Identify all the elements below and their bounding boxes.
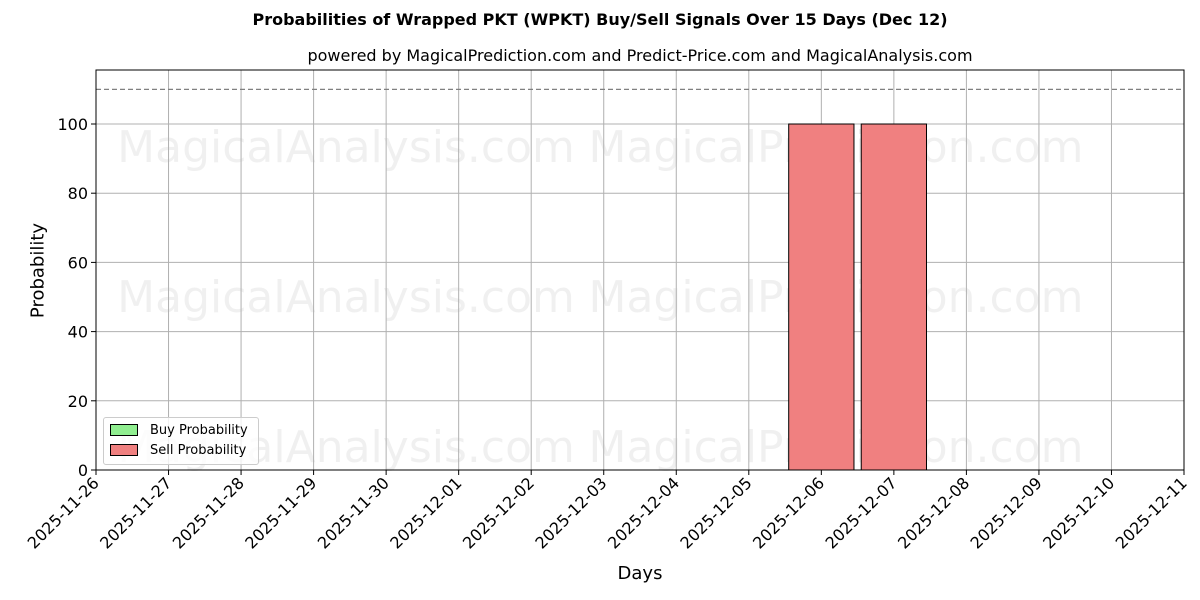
svg-text:2025-12-01: 2025-12-01	[386, 473, 465, 552]
svg-text:2025-12-04: 2025-12-04	[604, 473, 683, 552]
chart-subtitle: powered by MagicalPrediction.com and Pre…	[307, 46, 973, 65]
svg-text:2025-11-26: 2025-11-26	[24, 473, 103, 552]
svg-text:0: 0	[78, 461, 88, 480]
svg-text:2025-11-28: 2025-11-28	[169, 473, 248, 552]
legend-sell-label: Sell Probability	[150, 442, 247, 458]
buy-swatch-icon	[110, 424, 138, 436]
sell-swatch-icon	[110, 444, 138, 456]
y-axis-label: Probability	[27, 222, 49, 319]
svg-text:MagicalAnalysis.com: MagicalAnalysis.com	[117, 272, 575, 323]
legend-buy-label: Buy Probability	[150, 422, 248, 438]
svg-text:100: 100	[57, 115, 88, 134]
svg-text:MagicalAnalysis.com: MagicalAnalysis.com	[117, 122, 575, 173]
svg-text:40: 40	[68, 323, 88, 342]
svg-text:2025-11-27: 2025-11-27	[96, 473, 175, 552]
svg-text:2025-11-30: 2025-11-30	[314, 473, 393, 552]
svg-text:2025-12-10: 2025-12-10	[1039, 473, 1118, 552]
svg-text:80: 80	[68, 184, 88, 203]
chart-title: Probabilities of Wrapped PKT (WPKT) Buy/…	[252, 10, 948, 29]
svg-text:2025-12-06: 2025-12-06	[749, 473, 828, 552]
svg-text:60: 60	[68, 253, 88, 272]
x-axis-label: Days	[617, 563, 663, 584]
svg-text:2025-12-05: 2025-12-05	[676, 473, 755, 552]
legend-item-buy: Buy Probability	[110, 422, 248, 438]
svg-text:2025-12-11: 2025-12-11	[1112, 473, 1191, 552]
svg-text:2025-12-03: 2025-12-03	[531, 473, 610, 552]
svg-text:2025-12-08: 2025-12-08	[894, 473, 973, 552]
svg-text:2025-12-09: 2025-12-09	[967, 473, 1046, 552]
svg-text:20: 20	[68, 392, 88, 411]
legend-item-sell: Sell Probability	[110, 442, 246, 458]
legend: Buy Probability Sell Probability	[103, 417, 259, 465]
svg-text:2025-12-07: 2025-12-07	[822, 473, 901, 552]
svg-text:2025-11-29: 2025-11-29	[241, 473, 320, 552]
svg-text:2025-12-02: 2025-12-02	[459, 473, 538, 552]
